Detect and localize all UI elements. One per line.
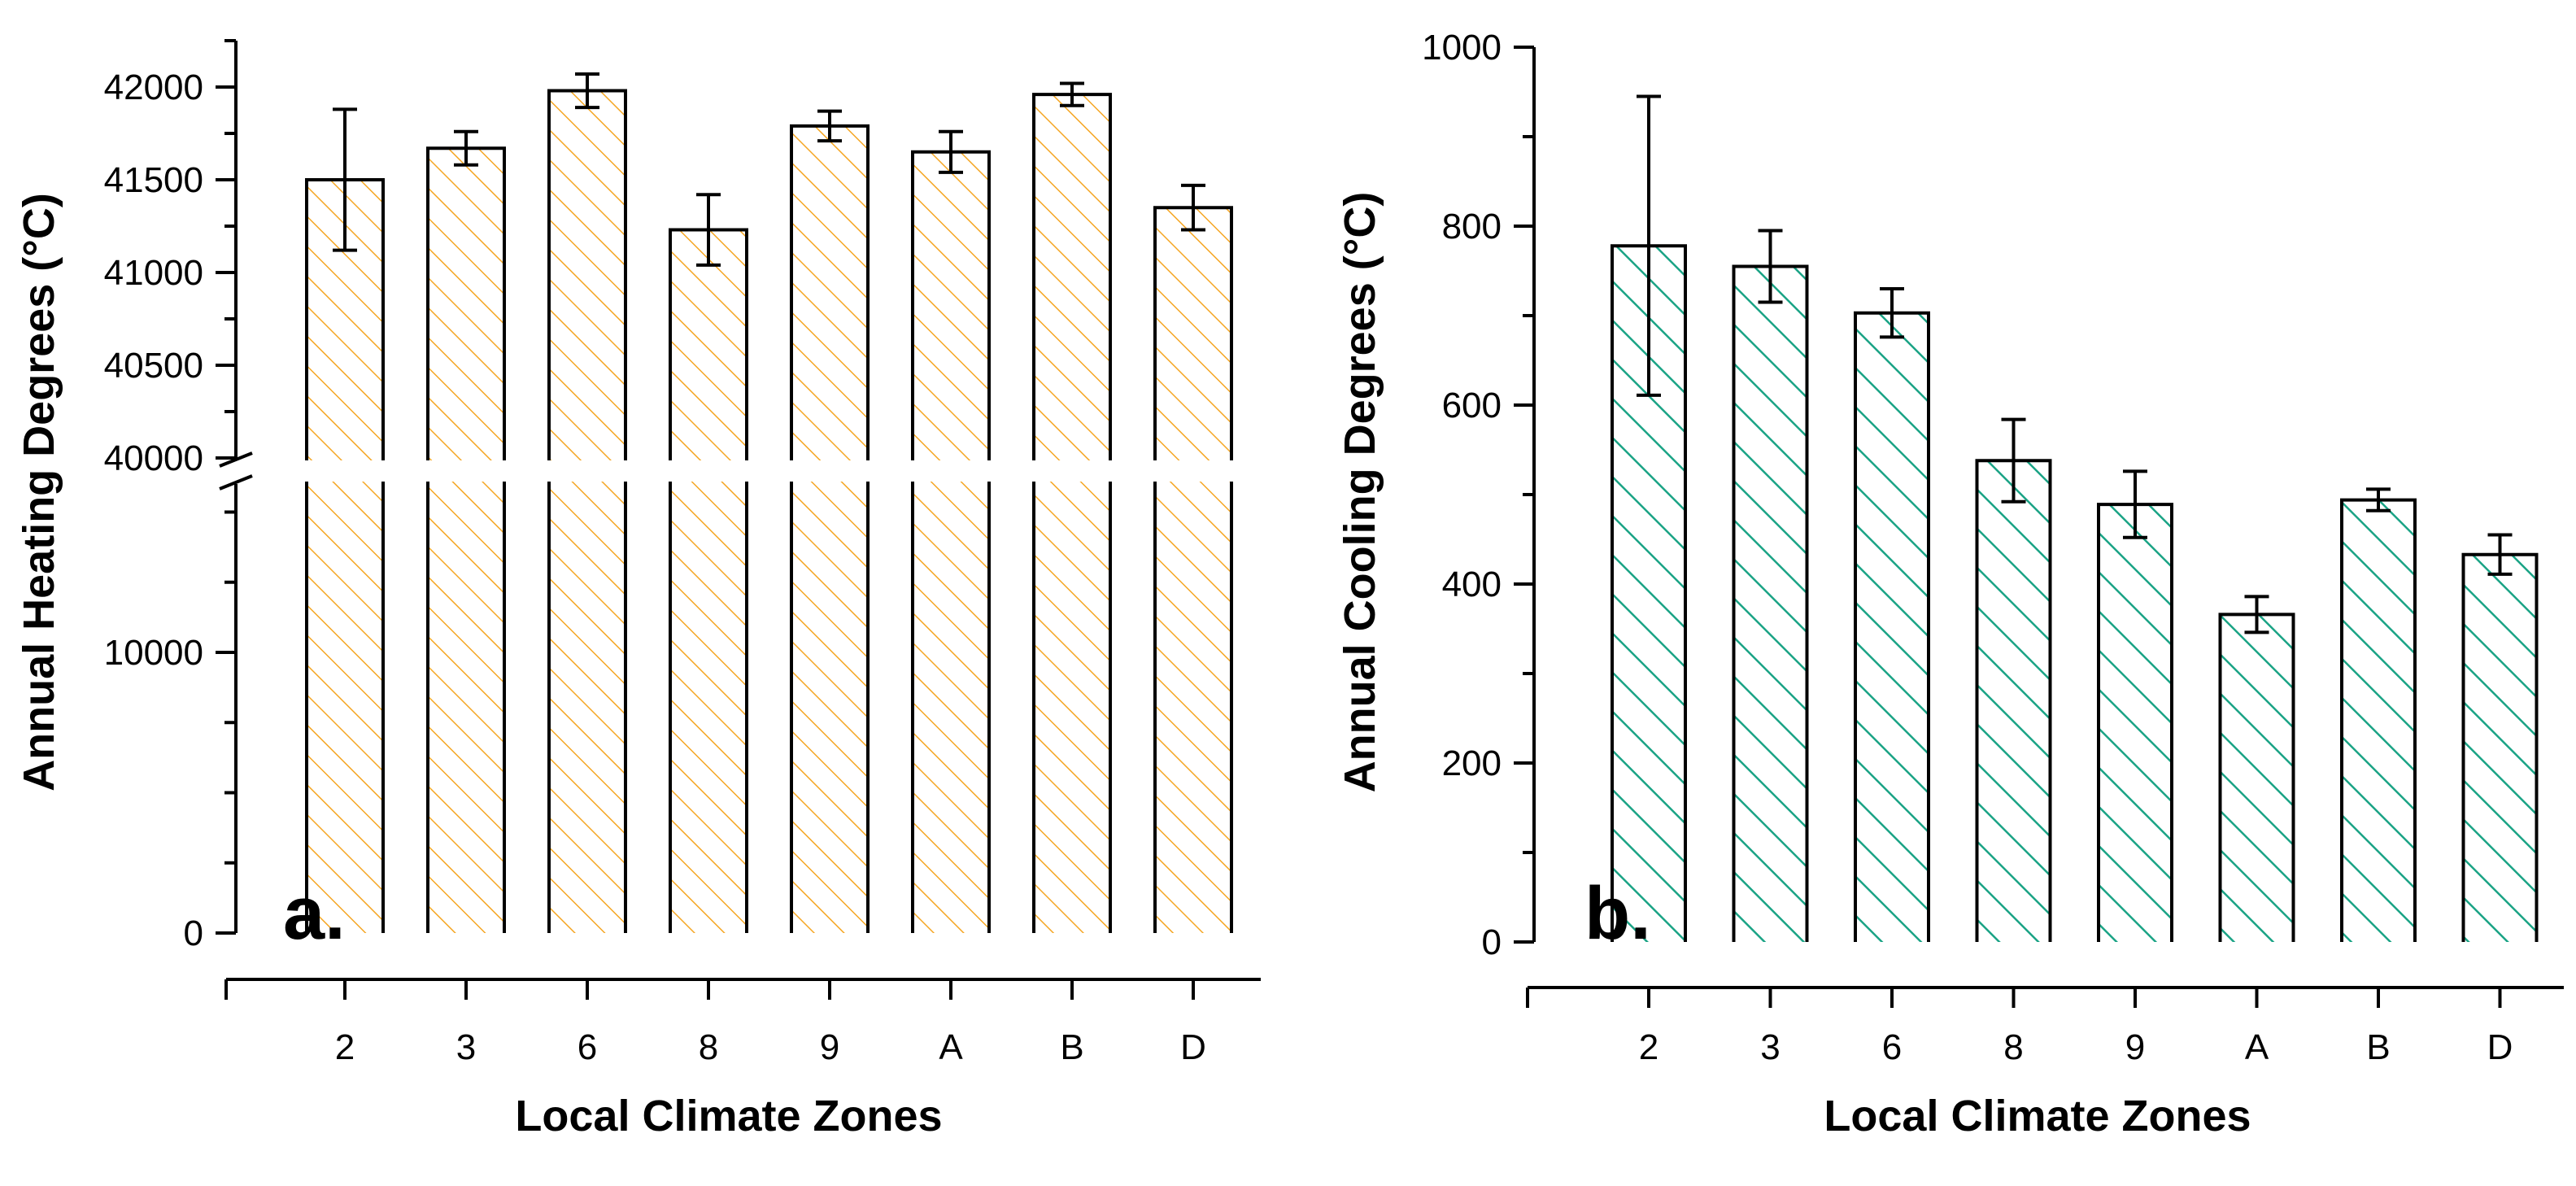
heating-bar	[670, 229, 747, 933]
heating-bars	[236, 72, 1261, 934]
cooling-y-tick-label: 1000	[1422, 28, 1502, 68]
heating-y-tick-label: 41500	[104, 160, 203, 200]
cooling-x-tick-label: 3	[1760, 1027, 1780, 1067]
cooling-tick-labels: 2 3 6 8 9 A B D 0 200 400 600 800 1000	[1422, 28, 2513, 1067]
heating-y-tick-label: 40500	[104, 346, 203, 386]
heating-bar	[1155, 207, 1231, 933]
cooling-bar	[2342, 499, 2415, 942]
heating-y-tick-label: 0	[184, 913, 203, 953]
heating-x-axis-title: Local Climate Zones	[515, 1092, 942, 1140]
heating-bar	[913, 151, 989, 934]
heating-axis-break-gap	[236, 460, 1261, 482]
heating-x-tick-label: 6	[578, 1027, 597, 1067]
heating-bar	[791, 125, 868, 933]
heating-y-tick-label: 40000	[104, 438, 203, 478]
heating-bar	[1034, 94, 1110, 934]
heating-x-tick-label: 8	[699, 1027, 718, 1067]
heating-x-tick-label: 2	[335, 1027, 355, 1067]
cooling-bar	[1855, 312, 1929, 942]
cooling-x-tick-label: 6	[1882, 1027, 1902, 1067]
heating-x-tick-label: B	[1060, 1027, 1083, 1067]
heating-bar	[307, 180, 383, 933]
cooling-bar	[1977, 460, 2051, 942]
heating-y-tick-label: 42000	[104, 68, 203, 107]
heating-bar	[428, 148, 504, 934]
cooling-y-tick-label: 800	[1442, 207, 1502, 246]
cooling-bar	[2099, 504, 2172, 942]
cooling-x-axis-title: Local Climate Zones	[1824, 1092, 2251, 1140]
heating-axis-break-mark	[219, 474, 253, 491]
cooling-axes	[1514, 46, 2564, 1008]
cooling-x-tick-label: 8	[2003, 1027, 2023, 1067]
heating-y-axis-title: Annual Heating Degrees (°C)	[15, 193, 63, 791]
heating-x-tick-label: 3	[456, 1027, 476, 1067]
cooling-x-tick-label: B	[2366, 1027, 2390, 1067]
heating-x-tick-label: D	[1180, 1027, 1206, 1067]
heating-x-tick-label: A	[939, 1027, 963, 1067]
cooling-y-tick-label: 200	[1442, 743, 1502, 783]
heating-chart: 2 3 6 8 9 A B D4000040500410004150042000010000 …	[15, 39, 1261, 1140]
heating-x-tick-label: 9	[820, 1027, 839, 1067]
cooling-y-tick-label: 600	[1442, 386, 1502, 425]
heating-y-tick-label: 41000	[104, 253, 203, 293]
cooling-bar	[2220, 614, 2294, 942]
cooling-bar	[1733, 266, 1807, 942]
heating-y-tick-label: 10000	[104, 633, 203, 673]
cooling-x-tick-label: A	[2245, 1027, 2269, 1067]
cooling-panel-label: b.	[1584, 872, 1651, 955]
heating-panel-label: a.	[283, 872, 346, 955]
cooling-x-tick-label: D	[2487, 1027, 2513, 1067]
cooling-y-tick-label: 0	[1482, 922, 1502, 962]
heating-tick-labels: 2 3 6 8 9 A B D 40000 40500 41000 41500 42000 0 10000	[104, 68, 1206, 1067]
cooling-x-tick-label: 9	[2125, 1027, 2145, 1067]
cooling-chart: 2 3 6 8 9 A B D 0 200 400 600 800 1000 b. Annual Cool…	[1336, 28, 2564, 1140]
cooling-x-tick-label: 2	[1639, 1027, 1658, 1067]
cooling-bar	[2463, 554, 2537, 942]
heating-bar	[549, 90, 625, 933]
cooling-y-axis-title: Annual Cooling Degrees (°C)	[1336, 192, 1384, 793]
cooling-y-tick-label: 400	[1442, 565, 1502, 604]
heating-axes	[216, 39, 1261, 1000]
cooling-bars	[1611, 94, 2539, 942]
